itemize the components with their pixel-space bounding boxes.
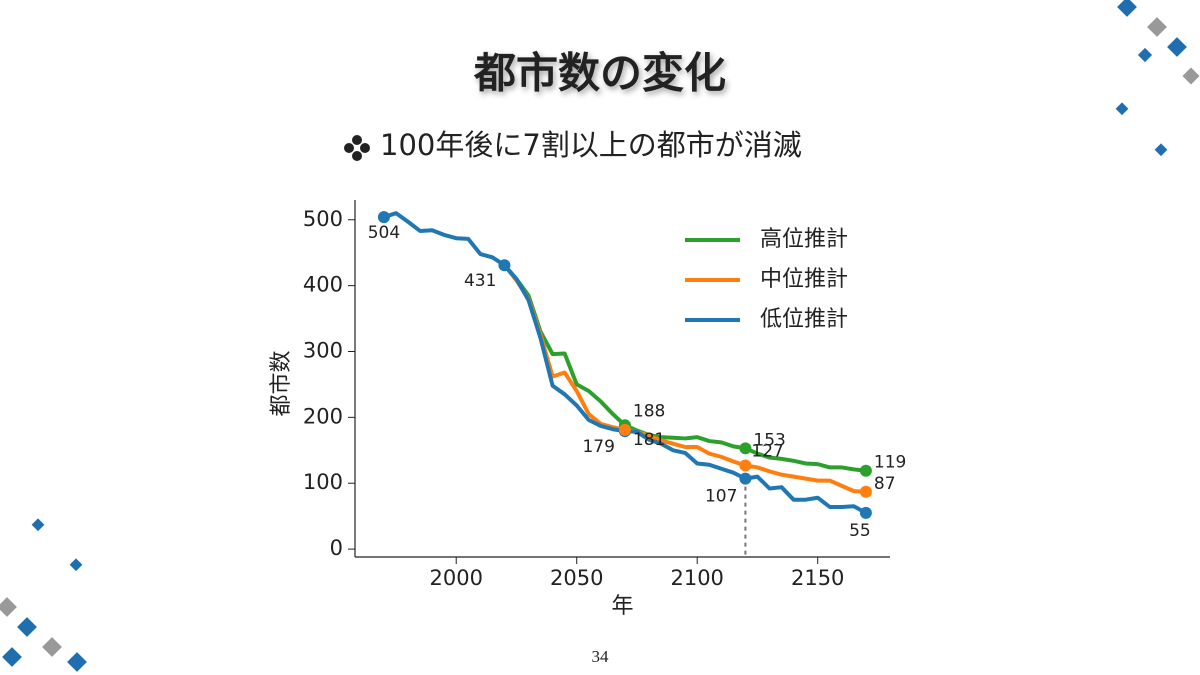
point-label: 181 — [633, 430, 665, 450]
point-label: 179 — [582, 437, 614, 457]
point-label: 119 — [874, 453, 906, 473]
point-label: 188 — [633, 401, 665, 421]
x-tick-label: 2000 — [429, 566, 482, 590]
series-line — [502, 263, 867, 494]
series-line — [383, 211, 867, 515]
x-axis-label: 年 — [611, 594, 633, 619]
x-tick-label: 2050 — [550, 566, 603, 590]
x-tick-label: 2150 — [791, 566, 844, 590]
point-label: 431 — [464, 271, 496, 291]
point-marker — [618, 423, 631, 436]
page-number: 34 — [592, 647, 610, 666]
point-marker — [739, 459, 752, 472]
legend-label: 低位推計 — [760, 307, 848, 332]
x-tick-label: 2100 — [670, 566, 723, 590]
point-marker — [377, 211, 390, 224]
y-axis-label: 都市数 — [269, 350, 294, 416]
legend-label: 中位推計 — [760, 267, 848, 292]
y-tick-label: 500 — [303, 207, 343, 231]
chart: 0 100 200 300 400 500 2000 2050 2100 2150 年 都市数 504 4… — [269, 200, 906, 619]
point-marker — [859, 464, 872, 477]
point-label: 107 — [705, 487, 737, 507]
point-label: 153 — [753, 430, 785, 450]
y-tick-label: 0 — [330, 536, 343, 560]
series-line — [502, 263, 867, 473]
point-marker — [859, 485, 872, 498]
subtitle: 100年後に7割以上の都市が消滅 — [380, 128, 802, 162]
point-label: 55 — [849, 521, 871, 541]
point-label: 127 — [751, 441, 783, 461]
y-tick-label: 200 — [303, 404, 343, 428]
point-marker — [739, 472, 752, 485]
slide-title: 都市数の変化 — [473, 49, 726, 98]
point-label: 87 — [874, 474, 896, 494]
bullet-icon — [344, 135, 370, 161]
point-label: 504 — [368, 223, 400, 243]
point-marker — [739, 442, 752, 455]
legend-label: 高位推計 — [760, 227, 848, 252]
point-marker — [859, 506, 872, 519]
y-tick-label: 400 — [303, 273, 343, 297]
y-tick-label: 100 — [303, 470, 343, 494]
point-marker — [498, 259, 511, 272]
y-tick-label: 300 — [303, 338, 343, 362]
